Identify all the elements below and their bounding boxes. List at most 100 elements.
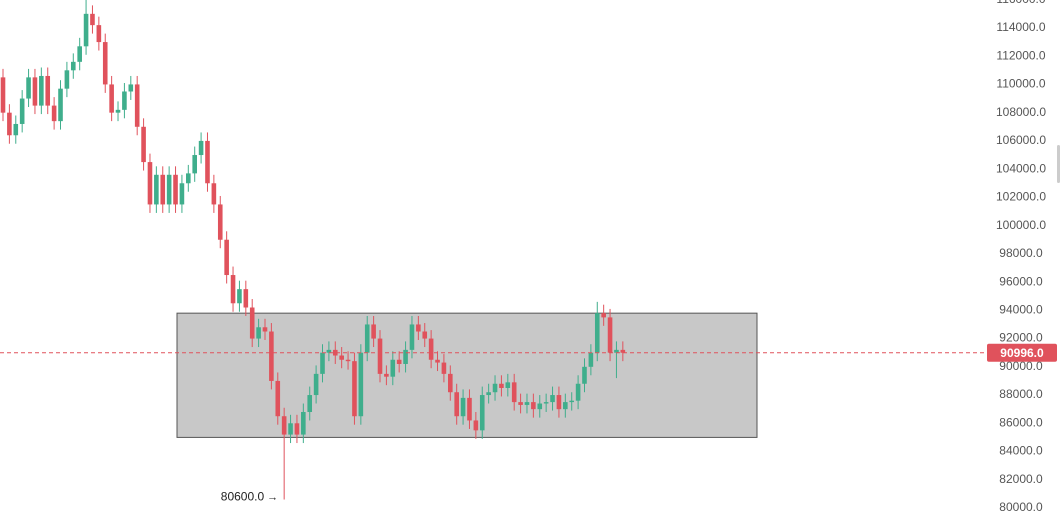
candle-body <box>205 140 210 184</box>
y-tick-label: 84000.0 <box>999 444 1043 458</box>
y-tick-label: 98000.0 <box>999 246 1043 260</box>
candle-body <box>441 362 447 374</box>
y-tick-label: 92000.0 <box>999 331 1043 345</box>
candle-body <box>64 70 70 89</box>
candle-body <box>58 88 63 122</box>
candle-body <box>281 416 287 435</box>
candle-body <box>575 383 581 401</box>
candle-body <box>588 352 594 367</box>
current-price-tag <box>987 343 1057 362</box>
current-price-label: 90996.0 <box>1000 346 1044 360</box>
candle-body <box>607 317 613 353</box>
candle-body <box>563 402 568 410</box>
candle-body <box>141 126 146 163</box>
candle-body <box>492 383 498 393</box>
candle-body <box>198 140 204 156</box>
candle-body <box>102 42 108 85</box>
range-box <box>176 312 758 438</box>
candle-body <box>313 373 319 396</box>
candle-body <box>230 275 236 304</box>
candle-body <box>537 403 543 410</box>
candle-body <box>45 75 51 106</box>
candle-body <box>505 382 511 388</box>
y-tick-label: 116000.0 <box>996 0 1045 6</box>
candle-body <box>256 327 261 339</box>
candle-body <box>390 359 396 377</box>
scrollbar <box>1057 145 1060 183</box>
candle-body <box>262 327 268 332</box>
y-tick-label: 112000.0 <box>996 48 1045 62</box>
candle-body <box>243 289 249 308</box>
y-tick-label: 114000.0 <box>996 20 1045 34</box>
candle-body <box>345 359 351 362</box>
candle-body <box>70 61 76 71</box>
candle-body <box>224 239 229 276</box>
y-tick-label: 104000.0 <box>996 161 1046 175</box>
candle-body <box>173 174 178 205</box>
candle-body <box>556 395 562 410</box>
candle-body <box>614 349 619 353</box>
candle-body <box>301 411 306 435</box>
candle-body <box>601 313 606 318</box>
candle-body <box>39 75 44 106</box>
y-tick-label: 96000.0 <box>999 274 1043 288</box>
candle-body <box>192 155 197 174</box>
candle-body <box>409 324 415 350</box>
candle-body <box>307 395 313 412</box>
candle-body <box>550 395 555 403</box>
candle-body <box>352 361 357 417</box>
candle-body <box>364 324 370 353</box>
candle-body <box>147 162 153 205</box>
y-tick-label: 80000.0 <box>999 500 1043 514</box>
y-tick-label: 86000.0 <box>999 415 1043 429</box>
candle-body <box>160 174 166 205</box>
candle-body <box>128 84 134 92</box>
candle-body <box>288 423 293 435</box>
candle-body <box>435 359 440 363</box>
candle-body <box>396 359 402 364</box>
candle-body <box>154 174 159 205</box>
candle-body <box>543 402 549 404</box>
candle-body <box>122 91 127 110</box>
low-arrow: → <box>267 491 278 503</box>
candle-body <box>531 402 536 410</box>
candle-body <box>320 352 325 374</box>
candle-body <box>77 46 82 62</box>
candle-body <box>217 204 223 240</box>
candle-body <box>416 324 421 332</box>
candle-body <box>511 382 517 403</box>
candle-body <box>26 77 31 99</box>
y-tick-label: 94000.0 <box>999 303 1043 317</box>
candle-body <box>32 77 38 106</box>
candle-body <box>269 331 274 381</box>
candle-body <box>582 366 587 384</box>
candle-body <box>134 84 140 127</box>
candle-body <box>377 338 383 374</box>
candle-body <box>249 307 255 339</box>
candle-body <box>332 349 338 356</box>
candle-body <box>90 13 95 26</box>
candle-body <box>275 380 281 417</box>
candle-body <box>294 423 300 435</box>
y-tick-label: 106000.0 <box>996 133 1046 147</box>
candle-body <box>115 109 121 113</box>
candle-body <box>211 183 217 205</box>
candle-body <box>13 123 19 136</box>
candle-body <box>51 105 57 122</box>
y-tick-label: 108000.0 <box>996 105 1046 119</box>
candle-body <box>166 174 172 205</box>
candle-body <box>448 373 453 393</box>
candle-body <box>371 324 376 339</box>
candle-body <box>479 395 485 431</box>
candle-body <box>358 352 364 417</box>
candle-body <box>403 349 408 364</box>
candle-body <box>428 338 434 360</box>
candle-body <box>339 355 344 360</box>
y-tick-label: 110000.0 <box>996 77 1045 91</box>
candle-body <box>569 400 575 403</box>
y-tick-label: 100000.0 <box>996 218 1046 232</box>
candle-body <box>422 331 428 339</box>
candle-body <box>384 373 389 377</box>
candle-body <box>460 397 466 417</box>
